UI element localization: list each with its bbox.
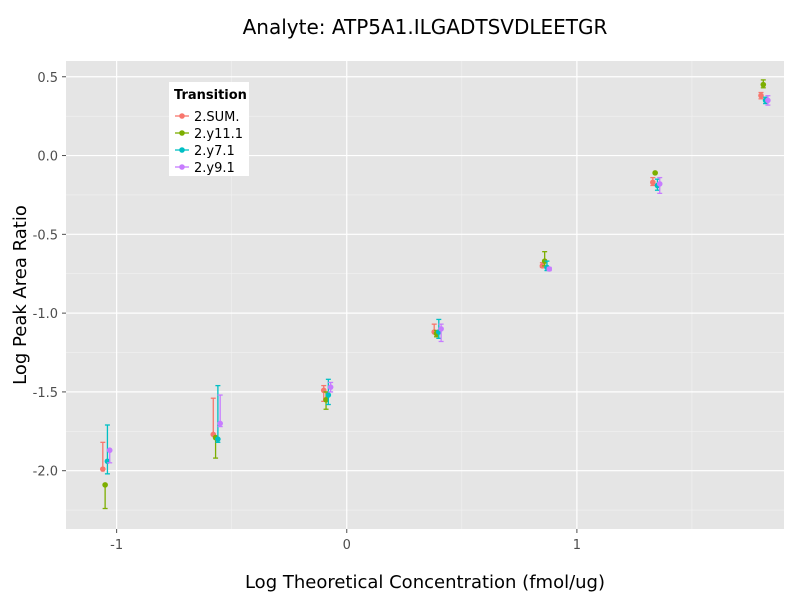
- data-point: [650, 179, 656, 186]
- grid-major: [66, 61, 784, 529]
- data-point: [215, 436, 221, 442]
- data-point: [327, 384, 334, 390]
- data-point: [217, 420, 223, 427]
- y-tick-label: -2.0: [33, 465, 58, 480]
- legend-label: 2.y11.1: [194, 127, 243, 142]
- x-tick-label: -1: [110, 538, 123, 553]
- data-point: [438, 326, 444, 332]
- y-tick-label: -1.0: [33, 307, 58, 322]
- y-tick-label: 0.0: [37, 150, 58, 165]
- series-2-y9-1: [106, 95, 771, 464]
- data-point: [102, 482, 108, 488]
- data-point: [323, 396, 329, 403]
- data-point: [758, 92, 764, 99]
- legend-box: [169, 82, 249, 176]
- legend-item: 2.y9.1: [175, 161, 235, 176]
- data-point: [106, 447, 113, 454]
- legend-key-point: [179, 147, 185, 153]
- y-tick-label: -0.5: [33, 228, 58, 243]
- legend-label: 2.SUM.: [194, 110, 240, 125]
- legend-key-point: [179, 130, 185, 136]
- data-point: [652, 170, 658, 176]
- x-tick-label: 1: [573, 538, 581, 553]
- data-point: [765, 97, 771, 104]
- legend-item: 2.y7.1: [175, 144, 235, 159]
- data-layer: [100, 79, 771, 510]
- x-axis-title: Log Theoretical Concentration (fmol/ug): [245, 572, 605, 593]
- y-axis-title: Log Peak Area Ratio: [10, 205, 31, 385]
- legend-label: 2.y9.1: [194, 161, 235, 176]
- legend-item: 2.SUM.: [175, 110, 240, 125]
- legend-label: 2.y7.1: [194, 144, 235, 159]
- y-tick-label: -1.5: [33, 386, 58, 401]
- y-tick-label: 0.5: [37, 71, 58, 86]
- legend-items: 2.SUM. 2.y11.1 2.y7.1 2.y9.1: [175, 110, 243, 176]
- data-point: [325, 392, 332, 398]
- chart-title: Analyte: ATP5A1.ILGADTSVDLEETGR: [243, 15, 608, 39]
- legend: Transition 2.SUM. 2.y11.1 2.y7.1 2.y9.1: [169, 82, 249, 176]
- legend-key-point: [179, 113, 185, 119]
- legend-title: Transition: [174, 88, 247, 103]
- data-point: [656, 181, 663, 187]
- data-point: [100, 466, 106, 472]
- x-tick-label: 0: [343, 538, 351, 553]
- legend-key-point: [179, 164, 185, 170]
- legend-item: 2.y11.1: [175, 127, 243, 142]
- axis-ticks: -1 0 1 0.5 0.0 -0.5 -1.0 -1.5 -2.0: [33, 71, 581, 553]
- data-point: [760, 81, 767, 88]
- data-point: [546, 266, 553, 272]
